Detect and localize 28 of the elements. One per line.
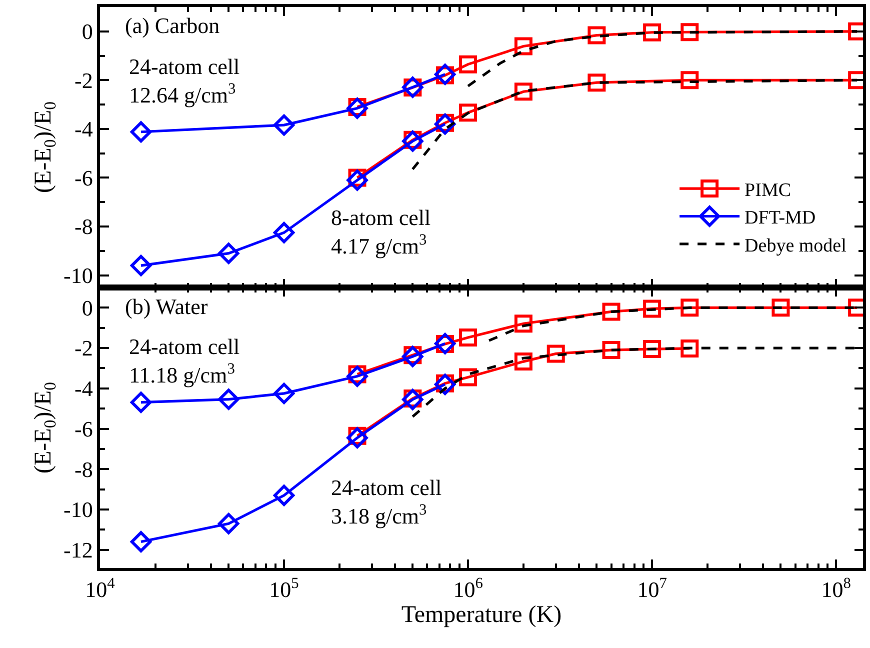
y-tick-label: -10	[64, 263, 93, 288]
y-tick-label: -8	[74, 456, 93, 482]
y-tick-label: 0	[82, 19, 93, 44]
x-tick-label: 10$^{7}$	[637, 574, 668, 602]
annotation: 24-atom cell 11.18 g/cm$^{3}$	[129, 334, 240, 388]
x-tick-label: 10$^{6}$	[453, 574, 484, 602]
annotation: (a) Carbon	[125, 13, 220, 38]
legend-label: PIMC	[744, 180, 792, 201]
y-tick-label: -6	[74, 165, 93, 190]
y-tick-label: -2	[74, 68, 93, 93]
y-tick-label: -2	[74, 336, 93, 361]
y-tick-label: -4	[74, 376, 93, 402]
annotation: 8-atom cell 4.17 g/cm$^{3}$	[331, 205, 431, 259]
y-tick-label: -10	[64, 497, 93, 522]
annotation: (b) Water	[125, 294, 208, 319]
annotation: 24-atom cell 12.64 g/cm$^{3}$	[129, 54, 240, 108]
legend-label: Debye model	[744, 235, 846, 256]
y-tick-label: 0	[82, 295, 93, 320]
x-tick-label: 10$^{4}$	[85, 574, 116, 602]
y-tick-label: -4	[74, 116, 93, 142]
x-tick-label: 10$^{5}$	[269, 574, 300, 602]
annotation: 24-atom cell 3.18 g/cm$^{3}$	[331, 475, 442, 529]
y-tick-label: -12	[64, 538, 93, 563]
x-tick-label: 10$^{8}$	[821, 574, 852, 602]
x-axis-title: Temperature (K)	[401, 602, 562, 628]
y-tick-label: -6	[74, 416, 93, 442]
legend-label: DFT-MD	[744, 208, 816, 229]
y-tick-label: -8	[74, 214, 93, 240]
